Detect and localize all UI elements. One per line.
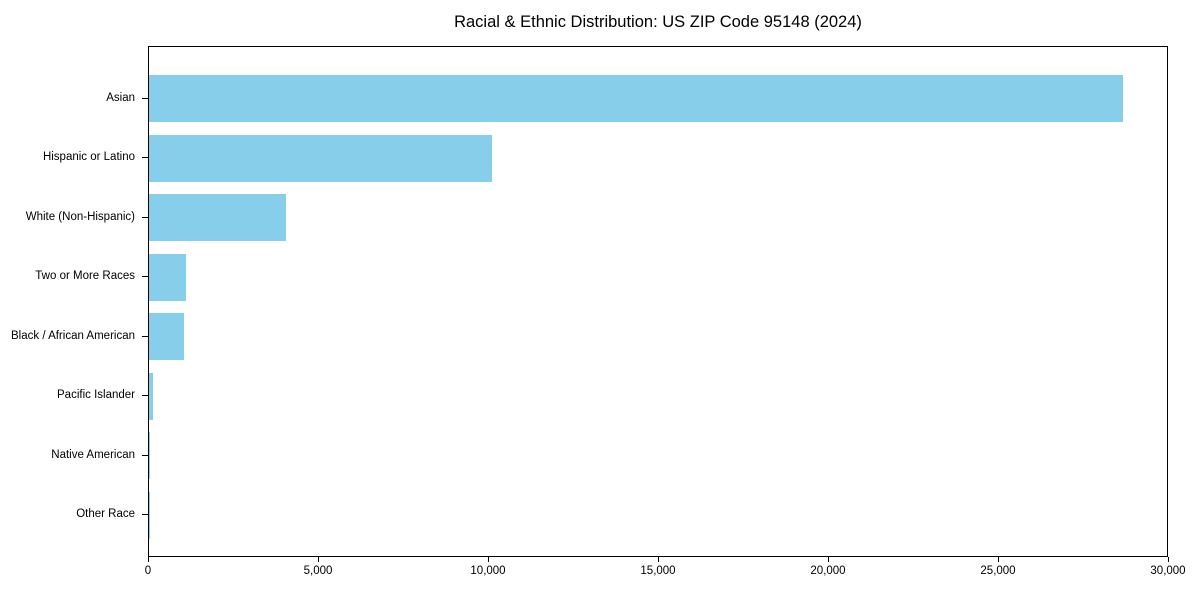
x-tick-mark [658, 557, 659, 562]
x-tick-label: 10,000 [470, 565, 506, 577]
y-tick-mark [142, 157, 148, 159]
y-tick-label-white-non-hispanic: White (Non-Hispanic) [25, 210, 135, 223]
x-tick-label: 0 [144, 565, 152, 577]
x-tick-label: 30,000 [1150, 565, 1186, 577]
x-tick-label: 20,000 [810, 565, 846, 577]
y-tick-mark [142, 454, 148, 456]
x-tick-mark [1168, 557, 1169, 562]
bars-container [149, 47, 1167, 556]
x-tick-label: 15,000 [640, 565, 676, 577]
y-tick-mark [142, 276, 148, 278]
y-tick-mark [142, 335, 148, 337]
y-label-row-other-race: Other Race [0, 485, 148, 545]
x-tick-label: 5,000 [303, 565, 333, 577]
y-tick-label-native-american: Native American [51, 448, 135, 461]
x-tick-mark [828, 557, 829, 562]
chart-title: Racial & Ethnic Distribution: US ZIP Cod… [454, 13, 862, 31]
y-label-row-pacific-islander: Pacific Islander [0, 366, 148, 426]
bar-row-pacific-islander [149, 367, 1167, 427]
y-tick-label-other-race: Other Race [76, 508, 135, 521]
bar-white-non-hispanic [149, 194, 287, 241]
bar-hispanic-or-latino [149, 134, 492, 182]
x-axis: 0 5,000 10,000 15,000 20,000 25,000 30,000 [144, 557, 1186, 593]
bar-native-american [149, 432, 151, 479]
x-tick-mark [488, 557, 489, 562]
x-tick-mark [148, 557, 149, 562]
y-tick-mark [142, 97, 148, 99]
y-tick-label-black-african-american: Black / African American [11, 329, 135, 342]
bar-row-native-american [149, 426, 1167, 486]
bar-two-or-more-races [149, 253, 187, 301]
y-label-row-hispanic-or-latino: Hispanic or Latino [0, 128, 148, 188]
y-label-row-white-non-hispanic: White (Non-Hispanic) [0, 187, 148, 247]
y-label-row-asian: Asian [0, 68, 148, 128]
bar-row-asian [149, 69, 1167, 129]
bar-asian [149, 75, 1123, 122]
bar-row-white-non-hispanic [149, 188, 1167, 248]
bar-black-african-american [149, 313, 185, 360]
bar-row-hispanic-or-latino [149, 129, 1167, 189]
y-label-row-black-african-american: Black / African American [0, 306, 148, 366]
bar-row-other-race [149, 486, 1167, 546]
y-tick-label-two-or-more-races: Two or More Races [35, 270, 135, 283]
bar-pacific-islander [149, 372, 154, 420]
y-label-row-two-or-more-races: Two or More Races [0, 247, 148, 307]
y-tick-label-hispanic-or-latino: Hispanic or Latino [42, 151, 135, 164]
bar-row-black-african-american [149, 307, 1167, 367]
y-label-row-native-american: Native American [0, 425, 148, 485]
y-axis-labels: Asian Hispanic or Latino White (Non-Hispan… [0, 46, 148, 557]
x-tick-label: 25,000 [980, 565, 1016, 577]
bar-row-two-or-more-races [149, 248, 1167, 308]
y-tick-label-asian: Asian [106, 91, 135, 104]
plot-area [148, 46, 1168, 557]
y-tick-label-pacific-islander: Pacific Islander [57, 389, 135, 402]
x-tick-mark [318, 557, 319, 562]
y-tick-mark [142, 395, 148, 397]
x-tick-mark [998, 557, 999, 562]
y-tick-mark [142, 514, 148, 516]
y-tick-mark [142, 216, 148, 218]
